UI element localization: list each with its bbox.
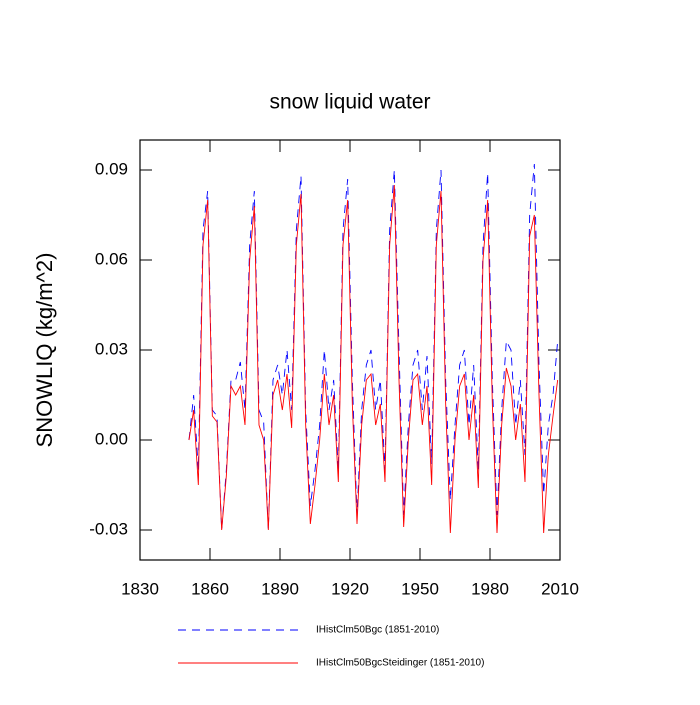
data-line [188, 184, 559, 534]
y-tick-label: 0.06 [95, 249, 128, 268]
y-tick-label: -0.03 [89, 519, 128, 538]
chart-title: snow liquid water [269, 91, 430, 114]
x-tick-label: 1860 [191, 579, 229, 598]
x-tick-label: 1920 [331, 579, 369, 598]
y-tick-label: 0.09 [95, 159, 128, 178]
legend-label: IHistClm50BgcSteidinger (1851-2010) [316, 658, 484, 669]
y-tick-label: 0.00 [95, 429, 128, 448]
y-axis-label: SNOWLIQ (kg/m^2) [32, 253, 57, 448]
x-tick-label: 2010 [541, 579, 579, 598]
x-tick-label: 1950 [401, 579, 439, 598]
x-tick-label: 1980 [471, 579, 509, 598]
x-tick-label: 1890 [261, 579, 299, 598]
legend-label: IHistClm50Bgc (1851-2010) [316, 625, 439, 636]
y-tick-label: 0.03 [95, 339, 128, 358]
plot-frame [139, 139, 561, 561]
data-line [188, 163, 559, 531]
x-tick-label: 1830 [121, 579, 159, 598]
